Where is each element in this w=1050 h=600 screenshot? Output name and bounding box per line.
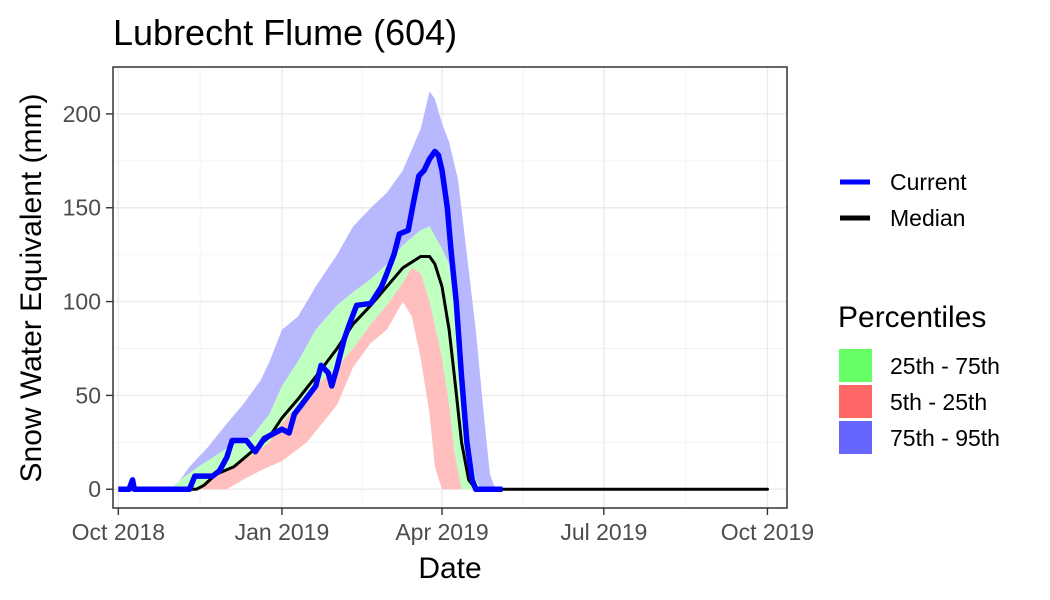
y-tick-label: 150 (63, 195, 101, 221)
band-5th-25th (118, 267, 768, 490)
legend-band-label: 75th - 95th (890, 425, 1000, 451)
legend-band-label: 25th - 75th (890, 353, 1000, 379)
x-tick-label: Oct 2019 (721, 519, 814, 545)
legend-line-label: Current (890, 169, 967, 195)
median-line (118, 255, 769, 491)
legend: Current Median Percentiles 25th - 75th 5th -… (838, 169, 1000, 454)
legend-band-swatch (839, 385, 872, 418)
y-tick-label: 200 (63, 101, 101, 127)
chart-title: Lubrecht Flume (604) (113, 12, 457, 53)
y-tick-label: 100 (63, 289, 101, 315)
x-tick-label: Oct 2018 (72, 519, 165, 545)
x-tick-label: Apr 2019 (395, 519, 488, 545)
legend-line-label: Median (890, 205, 965, 231)
y-tick-label: 50 (75, 382, 101, 408)
legend-bands-title: Percentiles (838, 301, 986, 334)
legend-band-swatch (839, 421, 872, 454)
x-tick-label: Jan 2019 (235, 519, 330, 545)
legend-band-label: 5th - 25th (890, 389, 987, 415)
y-axis-title: Snow Water Equivalent (mm) (15, 93, 48, 482)
x-tick-label: Jul 2019 (560, 519, 647, 545)
current-line (118, 148, 503, 492)
legend-band-swatch (839, 349, 872, 382)
plot-border (112, 66, 788, 509)
band-25th-75th (118, 226, 768, 490)
series-lines (118, 148, 769, 492)
x-axis-title: Date (418, 552, 481, 585)
y-axis: 0 50 100 150 200 (63, 101, 113, 502)
y-tick-label: 0 (88, 476, 101, 502)
x-axis: Oct 2018 Jan 2019 Apr 2019 Jul 2019 Oct 2019 (72, 508, 814, 545)
